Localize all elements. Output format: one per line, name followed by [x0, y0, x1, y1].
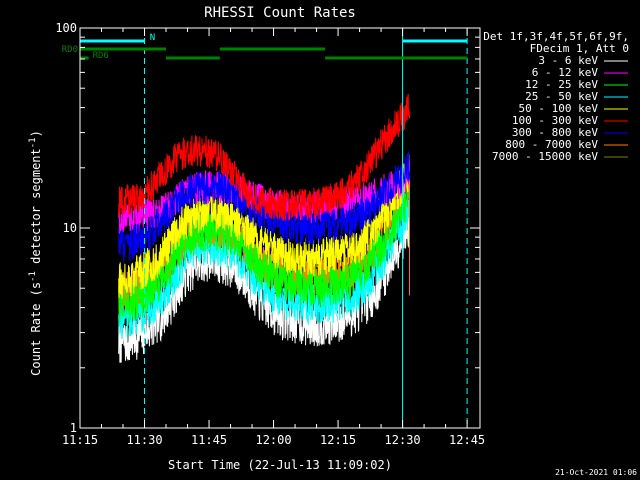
legend-label-6: 300 - 800 keV [512, 126, 598, 139]
x-tick-label-6: 12:45 [449, 433, 485, 447]
x-tick-label-0: 11:15 [62, 433, 98, 447]
x-axis-label: Start Time (22-Jul-13 11:09:02) [168, 458, 392, 472]
legend-label-7: 800 - 7000 keV [505, 138, 598, 151]
chart-title: RHESSI Count Rates [204, 5, 356, 21]
state-bar-label-0: N [150, 33, 155, 43]
y-tick-label-2: 100 [55, 21, 77, 35]
legend-label-3: 25 - 50 keV [525, 90, 598, 103]
x-tick-label-4: 12:15 [320, 433, 356, 447]
state-bar-label-2: RD0 [62, 45, 78, 55]
legend-label-2: 12 - 25 keV [525, 78, 598, 91]
axes: 11:15 11:30 11:45 12:00 12:15 12:30 12:45 1 10 10… [55, 21, 485, 447]
series-line-5 [118, 93, 410, 221]
state-bar-label-4: RD6 [93, 51, 109, 61]
footer-timestamp: 21-Oct-2021 01:06 [555, 468, 637, 477]
y-axis-label-sup2: -1 [28, 137, 38, 148]
x-tick-label-5: 12:30 [385, 433, 421, 447]
y-tick-label-1: 10 [63, 221, 77, 235]
y-axis-label-end: ) [29, 130, 43, 137]
legend-label-5: 100 - 300 keV [512, 114, 598, 127]
series-line-6 [118, 151, 410, 263]
plot-area: N RD0 RD6 [62, 28, 468, 428]
x-tick-label-3: 12:00 [255, 433, 291, 447]
legend-title-line2: FDecim 1, Att 0 [530, 42, 629, 55]
y-axis-label: Count Rate (s-1 detector segment-1) [28, 130, 43, 376]
series-line-2 [118, 178, 410, 324]
series-line-4 [118, 154, 410, 299]
legend-title-line1: Det 1f,3f,4f,5f,6f,9f, [483, 30, 629, 43]
y-tick-label-0: 1 [70, 421, 77, 435]
y-axis-label-main: Count Rate (s [29, 282, 43, 376]
legend-label-4: 50 - 100 keV [519, 102, 599, 115]
x-tick-label-1: 11:30 [126, 433, 162, 447]
x-tick-label-2: 11:45 [191, 433, 227, 447]
legend-label-0: 3 - 6 keV [538, 54, 598, 67]
y-axis-label-mid: detector segment [29, 148, 43, 271]
legend-label-8: 7000 - 15000 keV [492, 150, 598, 163]
y-axis-label-sup1: -1 [28, 271, 38, 282]
legend-label-1: 6 - 12 keV [532, 66, 599, 79]
